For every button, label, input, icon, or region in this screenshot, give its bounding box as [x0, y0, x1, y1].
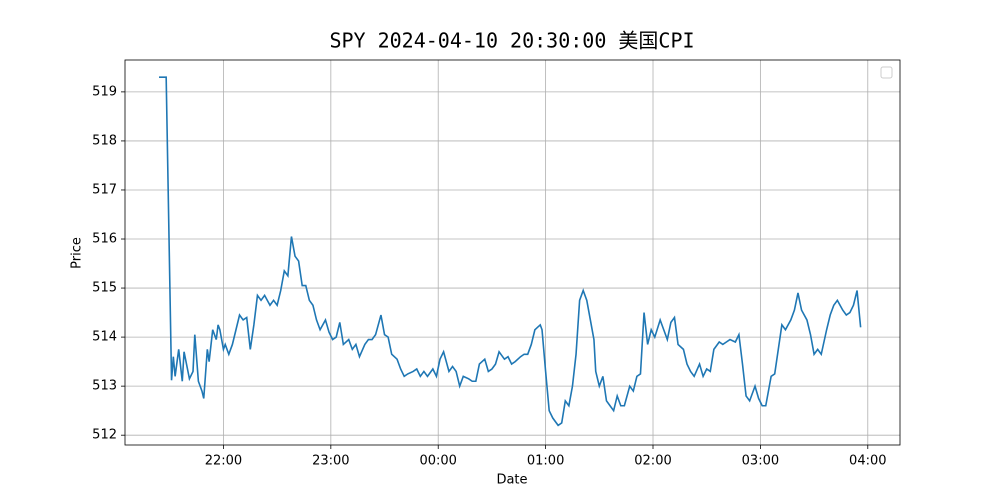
price-line — [159, 76, 862, 427]
y-tick-label: 513 — [92, 379, 117, 394]
y-tick-label: 516 — [92, 232, 117, 247]
y-tick-label: 517 — [92, 182, 117, 197]
plot-frame — [124, 59, 901, 446]
x-tick-label: 22:00 — [205, 454, 242, 469]
legend — [880, 66, 893, 79]
y-tick-label: 512 — [92, 428, 117, 443]
x-tick-label: 04:00 — [849, 454, 886, 469]
x-axis-label: Date — [496, 473, 527, 488]
y-axis-label: Price — [70, 237, 85, 269]
x-tick-label: 23:00 — [312, 454, 349, 469]
y-tick-label: 514 — [92, 330, 117, 345]
y-tick-label: 518 — [92, 133, 117, 148]
y-tick-label: 519 — [92, 84, 117, 99]
x-tick-label: 02:00 — [634, 454, 671, 469]
x-tick-label: 00:00 — [419, 454, 456, 469]
chart-title: SPY 2024-04-10 20:30:00 美国CPI — [329, 29, 694, 53]
x-tick-label: 01:00 — [527, 454, 564, 469]
x-tick-label: 03:00 — [742, 454, 779, 469]
y-tick-label: 515 — [92, 281, 117, 296]
